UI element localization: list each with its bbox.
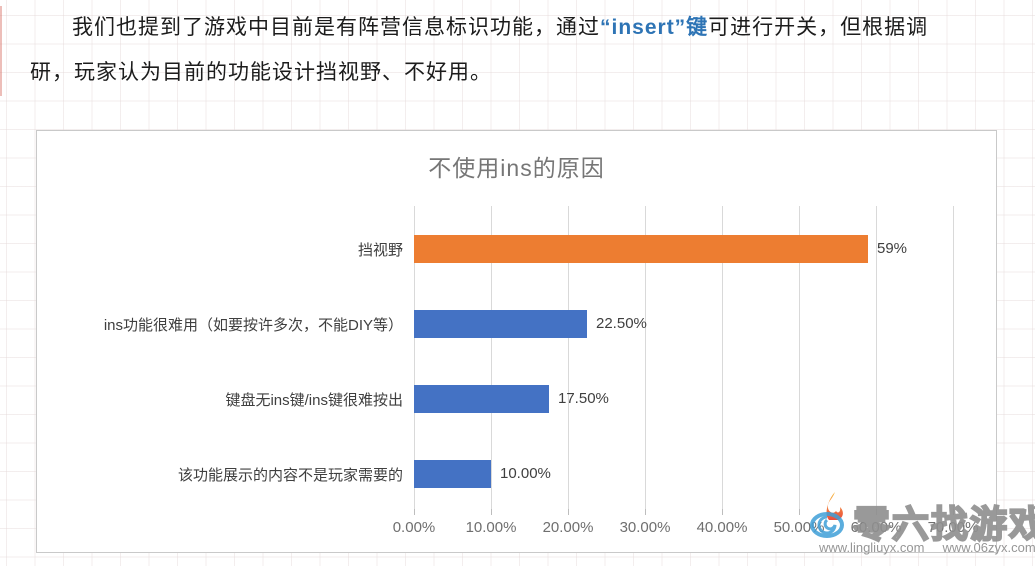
bar-value-label: 59% (877, 240, 908, 257)
gridline-0.00% (414, 206, 415, 509)
x-axis-tick (414, 509, 415, 515)
x-axis-label: 40.00% (696, 519, 748, 536)
x-axis-label: 60.00% (850, 519, 902, 536)
paragraph-line-1: 我们也提到了游戏中目前是有阵营信息标识功能，通过“insert”键可进行开关，但… (30, 5, 1020, 50)
bar-1 (414, 235, 868, 263)
category-label: ins功能很难用（如要按许多次，不能DIY等） (103, 317, 403, 334)
chart-title: 不使用ins的原因 (428, 155, 605, 181)
gridline-30.00% (645, 206, 646, 509)
category-label: 挡视野 (357, 242, 403, 259)
x-axis-tick (953, 509, 954, 515)
watermark-brand-text: 零六找游戏 (852, 503, 1035, 546)
x-axis-label: 0.00% (392, 519, 436, 536)
x-axis-label: 30.00% (619, 519, 671, 536)
gridline-60.00% (876, 206, 877, 509)
x-axis-label: 20.00% (542, 519, 594, 536)
bar-value-label: 22.50% (596, 315, 647, 332)
category-label: 该功能展示的内容不是玩家需要的 (177, 467, 403, 484)
category-label: 键盘无ins键/ins键很难按出 (225, 392, 403, 409)
watermark-logo-icon (810, 492, 844, 538)
intro-paragraph: 我们也提到了游戏中目前是有阵营信息标识功能，通过“insert”键可进行开关，但… (30, 5, 1020, 95)
bar-value-label: 10.00% (500, 465, 551, 482)
x-axis-tick (568, 509, 569, 515)
gridline-10.00% (491, 206, 492, 509)
paragraph-text: 可进行开关，但根据调 (708, 16, 929, 39)
watermark: 零六找游戏 www.lingliuyx.com www.06zyx.com (795, 488, 1035, 566)
watermark-urls: www.lingliuyx.com www.06zyx.com (819, 540, 1035, 555)
paragraph-line-2: 研，玩家认为目前的功能设计挡视野、不好用。 (30, 61, 492, 84)
watermark-url-2: www.06zyx.com (942, 540, 1035, 555)
gridline-70.00% (953, 206, 954, 509)
bar-3 (414, 385, 549, 413)
x-axis-tick (799, 509, 800, 515)
watermark-url-1: www.lingliuyx.com (819, 540, 925, 555)
chart: 不使用ins的原因 0.00% 10.00% 20.00% 30.00% 40.00% 5… (36, 130, 997, 553)
bar-value-label: 17.50% (558, 390, 609, 407)
gridline-50.00% (799, 206, 800, 509)
bar-2 (414, 310, 587, 338)
x-axis-tick (722, 509, 723, 515)
bar-4 (414, 460, 491, 488)
gridline-40.00% (722, 206, 723, 509)
x-axis-label: 70.00% (927, 519, 979, 536)
x-axis-tick (645, 509, 646, 515)
gridline-20.00% (568, 206, 569, 509)
left-margin-rule (0, 6, 2, 96)
paragraph-text: 我们也提到了游戏中目前是有阵营信息标识功能，通过 (72, 16, 600, 39)
insert-key-highlight: “insert”键 (600, 16, 709, 39)
x-axis-tick (876, 509, 877, 515)
x-axis-label: 10.00% (465, 519, 517, 536)
x-axis-tick (491, 509, 492, 515)
